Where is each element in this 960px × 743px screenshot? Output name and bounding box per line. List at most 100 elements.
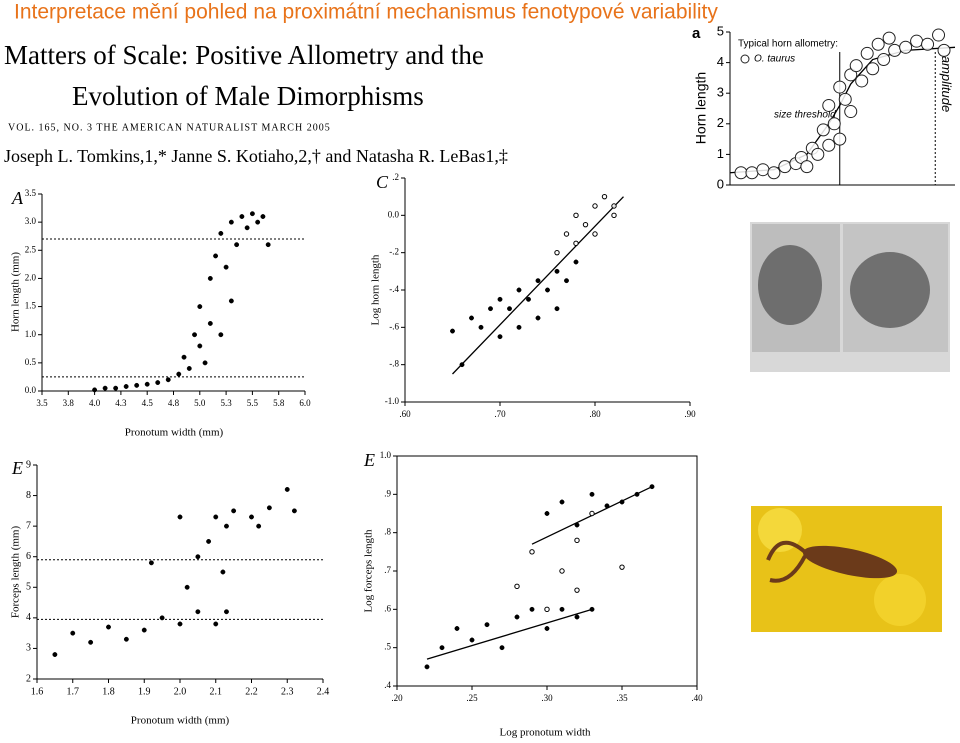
panel-label: E [363, 450, 375, 470]
data-point [559, 568, 565, 574]
data-point [113, 385, 119, 391]
data-point [535, 278, 541, 284]
data-point [228, 219, 234, 225]
data-point [144, 381, 150, 387]
data-point [202, 360, 208, 366]
data-point [649, 484, 655, 490]
data-point [544, 626, 550, 631]
y-tick-label: .4 [384, 680, 391, 690]
data-point [745, 166, 759, 180]
data-point [601, 193, 608, 200]
x-tick-label: .60 [399, 409, 411, 419]
data-point [239, 214, 245, 219]
data-point [734, 166, 748, 180]
data-point [155, 380, 161, 386]
data-point [223, 264, 229, 270]
beetle-shape [758, 245, 822, 325]
data-point [855, 74, 869, 88]
data-point [574, 522, 580, 528]
x-tick-label: .20 [391, 693, 403, 703]
legend-entry: O. taurus [754, 54, 795, 65]
data-point [589, 510, 595, 517]
data-point [564, 278, 569, 284]
data-point [778, 160, 792, 174]
data-point [544, 511, 550, 516]
journal-line: VOL. 165, NO. 3 THE AMERICAN NATURALIST … [8, 122, 331, 133]
data-point [123, 384, 129, 389]
data-point [234, 242, 240, 248]
data-point [213, 253, 219, 259]
earwig [802, 545, 898, 579]
x-tick-label: 2.1 [210, 686, 223, 697]
y-tick-label: 2.5 [25, 244, 37, 254]
data-point [833, 132, 847, 146]
panel: -1.0 -.8 -.6 -.4 -.2 0.0 .2 .60 .70 .80 .90 C Log ho… [370, 172, 697, 419]
y-tick-label: 5 [717, 23, 724, 38]
data-point [469, 315, 474, 321]
data-point [197, 343, 203, 349]
data-point [291, 508, 297, 514]
data-point [529, 606, 535, 612]
data-point [592, 203, 598, 209]
data-point [256, 523, 262, 529]
y-tick-label: .2 [392, 172, 399, 182]
data-point [176, 371, 182, 377]
data-point [484, 622, 490, 628]
data-point [213, 621, 219, 627]
data-point [866, 62, 880, 76]
data-point [827, 117, 841, 131]
data-point [159, 615, 165, 621]
y-tick-label: -.2 [389, 247, 399, 257]
y-tick-label: 3.5 [25, 188, 37, 198]
data-point [589, 491, 595, 497]
x-tick-label: 6.0 [299, 398, 311, 408]
data-point [535, 315, 541, 321]
y-tick-label: .5 [384, 642, 391, 652]
y-tick-label: .9 [384, 488, 391, 498]
data-point [424, 664, 430, 670]
x-tick-label: 4.5 [142, 398, 154, 408]
data-point [439, 645, 445, 651]
data-point [554, 306, 560, 312]
x-tick-label: 3.8 [63, 398, 75, 408]
data-point [816, 123, 830, 137]
data-point [260, 214, 266, 219]
data-point [284, 487, 290, 492]
data-point [228, 298, 234, 304]
data-point [478, 324, 484, 330]
data-point [516, 287, 522, 293]
panel-label: a [692, 25, 701, 42]
x-tick-label: 5.3 [220, 398, 232, 408]
data-point [454, 626, 460, 631]
y-tick-label: 6 [26, 551, 31, 562]
y-tick-label: .7 [384, 565, 391, 575]
data-point [937, 43, 951, 57]
data-point [497, 334, 503, 340]
data-point [141, 627, 147, 633]
fit-line [426, 608, 593, 660]
data-point [526, 296, 531, 302]
data-point [544, 606, 550, 613]
x-axis-label: Pronotum width (mm) [125, 427, 224, 439]
data-point [224, 523, 229, 529]
data-point [52, 652, 58, 657]
data-point [244, 225, 250, 231]
data-point [195, 554, 201, 560]
earwig-image [751, 506, 942, 632]
data-point [514, 614, 520, 620]
data-point [186, 366, 192, 371]
data-point [800, 160, 814, 174]
data-point [516, 324, 522, 330]
data-point [249, 211, 255, 217]
y-axis-label: Log forceps length [363, 529, 375, 613]
data-point [255, 219, 261, 225]
y-axis-label: Horn length (mm) [10, 252, 22, 332]
data-point [592, 231, 598, 237]
data-point [573, 240, 579, 247]
x-tick-label: .80 [589, 409, 601, 419]
y-tick-label: .6 [384, 603, 391, 613]
data-point [899, 40, 913, 54]
data-point [499, 645, 505, 651]
data-point [177, 514, 183, 520]
data-point [177, 621, 183, 627]
